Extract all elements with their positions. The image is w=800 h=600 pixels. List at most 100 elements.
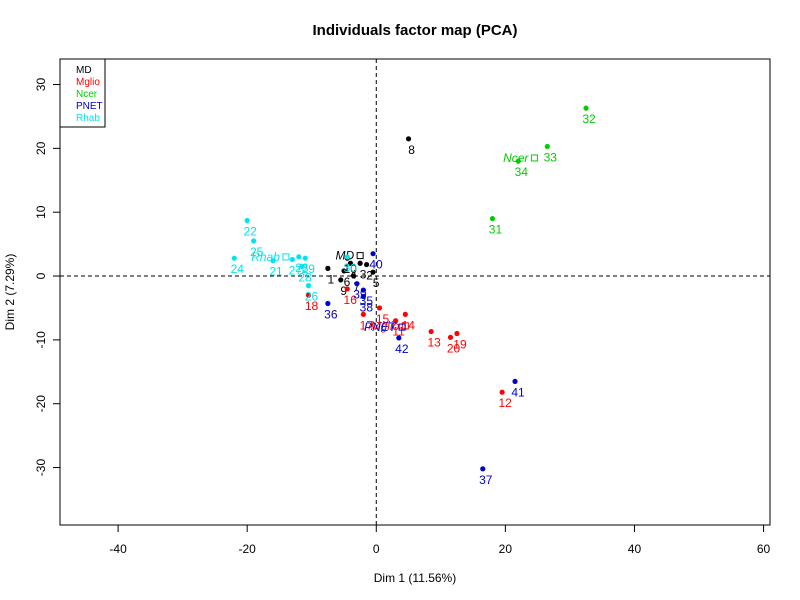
point-8 [405,136,412,142]
x-tick-label: -20 [239,542,257,556]
point-22 [244,217,250,224]
centroid-ncer [530,154,538,162]
point-30 [344,254,350,260]
x-tick-label: 40 [628,542,642,556]
point-25 [251,238,257,244]
legend-item-mglio: Mglio [76,77,100,88]
point-label-7: 7 [353,280,360,294]
point-label-5: 5 [373,276,380,290]
point-label-2: 2 [366,269,373,283]
point-label-31: 31 [489,223,503,237]
point-label-17: 17 [360,318,374,332]
centroid-rhab [282,253,290,261]
point-18 [305,292,312,298]
point-label-18: 18 [305,299,319,313]
point-29 [302,255,308,261]
y-tick-label: -30 [34,459,48,477]
point-27 [289,256,295,263]
point-label-6: 6 [344,275,351,289]
point-2 [363,261,370,268]
point-label-30: 30 [344,261,358,275]
x-tick-label: -40 [109,542,127,556]
x-axis-label: Dim 1 (11.56%) [374,571,456,585]
reference-lines [60,59,770,525]
series-md: 12345678910MD [325,136,415,298]
y-tick-label: -20 [34,395,48,413]
point-label-24: 24 [231,262,245,276]
point-label-1: 1 [328,272,335,286]
points: 12345678910MD11121314151617181920Mglio31… [231,105,596,487]
chart-title: Individuals factor map (PCA) [312,22,517,39]
point-35 [360,287,366,293]
point-31 [489,215,496,222]
y-tick-label: 10 [34,205,48,219]
point-17 [360,311,366,317]
y-tick-label: -10 [34,331,48,349]
point-19 [454,330,460,337]
point-15 [376,305,383,311]
point-7 [351,273,357,279]
point-label-32: 32 [582,112,596,126]
point-39 [354,281,360,287]
point-38 [360,293,366,300]
y-tick-label: 30 [34,78,48,92]
point-3 [357,260,363,266]
point-1 [325,265,331,271]
point-label-38: 38 [360,300,374,314]
centroid-label-pnet: PNET [364,320,398,334]
point-12 [499,389,505,395]
point-label-27: 27 [289,263,303,277]
point-label-20: 20 [447,341,461,355]
plot-frame [59,58,771,526]
point-label-26: 26 [305,290,319,304]
point-24 [231,255,237,261]
point-14 [402,311,408,317]
series-rhab: 21222324252627282930Rhab [231,217,358,304]
point-5 [370,269,376,275]
point-37 [480,466,486,472]
centroid-pnet [398,323,406,331]
point-32 [583,105,589,111]
centroid-label-rhab: Rhab [251,250,280,264]
x-tick-label: 0 [373,542,380,556]
point-label-9: 9 [340,284,347,298]
y-axis-label: Dim 2 (7.29%) [3,254,17,331]
point-label-40: 40 [369,258,383,272]
point-33 [544,143,550,150]
point-label-25: 25 [250,245,264,259]
point-label-22: 22 [244,225,258,239]
point-label-37: 37 [479,473,493,487]
point-label-21: 21 [269,265,283,279]
point-label-16: 16 [344,293,358,307]
point-13 [428,328,434,335]
point-label-3: 3 [360,267,367,281]
point-label-39: 39 [353,288,367,302]
centroid-label-mglio: Mglio [371,319,400,333]
point-42 [396,335,402,341]
y-tick-label: 20 [34,141,48,155]
point-26 [305,283,312,289]
point-4 [347,260,354,266]
axes: -40 -20 0 20 40 60 -30 -20 -10 0 10 20 30 [34,78,770,556]
point-label-10: 10 [344,262,358,276]
point-20 [447,334,454,340]
point-6 [341,268,347,274]
point-label-29: 29 [302,262,316,276]
point-28 [299,263,305,270]
centroid-md [356,252,364,260]
point-label-36: 36 [324,307,338,321]
point-34 [515,158,521,164]
legend-box [59,58,106,128]
point-label-15: 15 [376,312,390,326]
x-tick-label: 20 [499,542,513,556]
point-11 [393,318,399,324]
point-label-41: 41 [511,385,525,399]
point-21 [270,258,276,264]
point-label-12: 12 [498,396,512,410]
point-label-34: 34 [515,165,529,179]
point-9 [338,277,344,283]
